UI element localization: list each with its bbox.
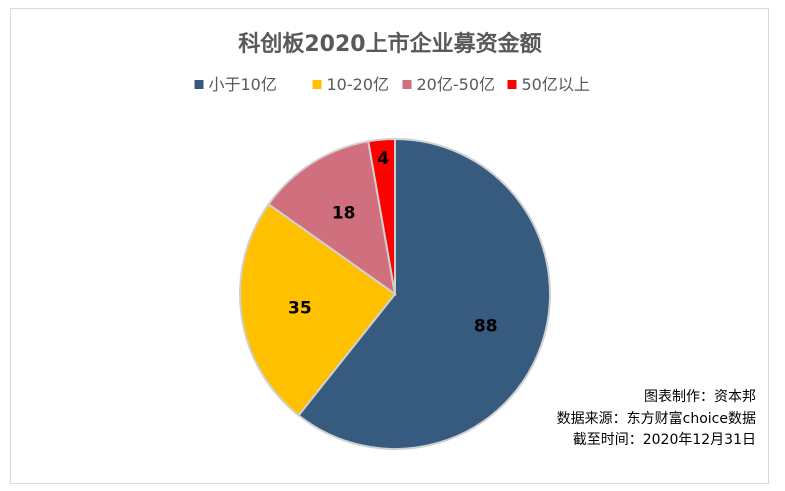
note-cutoff: 截至时间：2020年12月31日 bbox=[573, 432, 756, 448]
data-label-2: 35 bbox=[288, 298, 312, 318]
legend-swatch-1 bbox=[194, 80, 204, 89]
legend-label-2: 10-20亿 bbox=[327, 75, 390, 94]
pie-slice-2 bbox=[239, 202, 397, 417]
data-labels: 88 35 18 4 bbox=[288, 149, 498, 337]
legend-label-4: 50亿以上 bbox=[522, 75, 590, 94]
data-label-4: 4 bbox=[377, 149, 389, 169]
legend-label-3: 20亿-50亿 bbox=[417, 75, 496, 94]
pie-slice-3 bbox=[267, 140, 397, 297]
pie-slices bbox=[239, 137, 551, 450]
legend: 小于10亿 10-20亿 20亿-50亿 50亿以上 bbox=[194, 75, 590, 94]
chart-area: 科创板2020上市企业募资金额 小于10亿 10-20亿 20亿-50亿 50亿以上 … bbox=[10, 8, 769, 484]
legend-swatch-2 bbox=[312, 80, 322, 89]
legend-label-1: 小于10亿 bbox=[209, 75, 277, 94]
chart-title: 科创板2020上市企业募资金额 bbox=[238, 31, 541, 57]
legend-swatch-3 bbox=[402, 80, 412, 89]
legend-swatch-4 bbox=[507, 80, 517, 89]
pie-chart: 科创板2020上市企业募资金额 小于10亿 10-20亿 20亿-50亿 50亿以上 … bbox=[194, 31, 756, 450]
chart-notes: 图表制作：资本邦 数据来源：东方财富choice数据 截至时间：2020年12月… bbox=[557, 389, 756, 448]
pie-slice-1 bbox=[297, 137, 551, 450]
pie-slice-4 bbox=[367, 137, 396, 295]
data-label-3: 18 bbox=[332, 204, 356, 224]
note-maker: 图表制作：资本邦 bbox=[644, 389, 756, 405]
data-label-1: 88 bbox=[474, 317, 498, 337]
note-source: 数据来源：东方财富choice数据 bbox=[557, 410, 756, 427]
